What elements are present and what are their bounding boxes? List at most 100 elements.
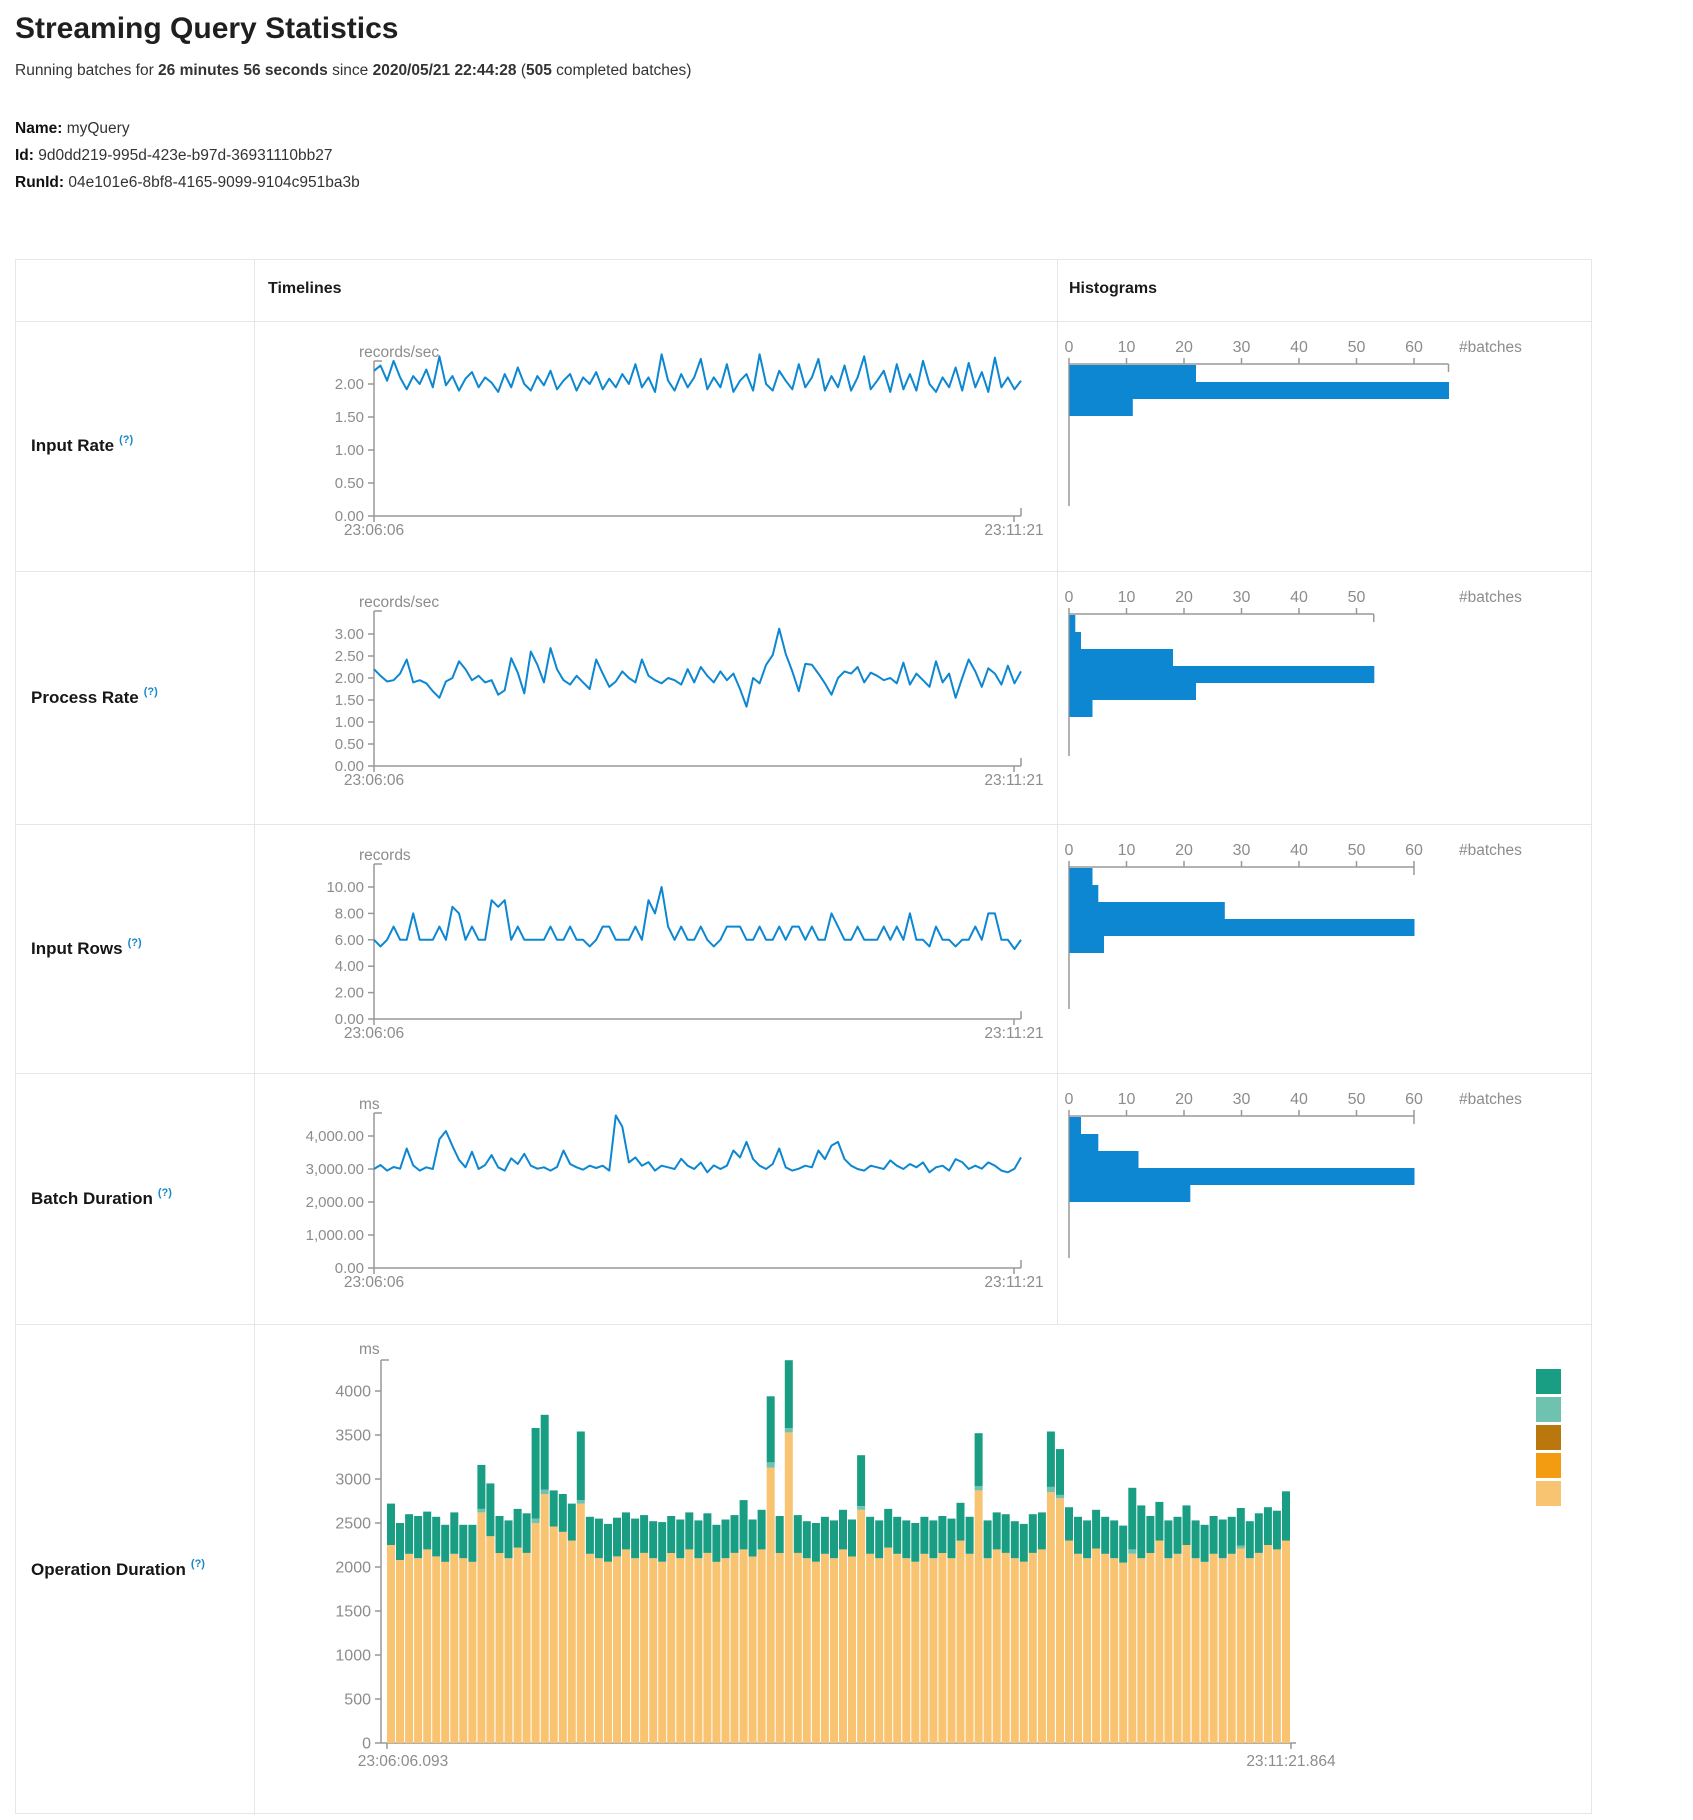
- svg-text:3500: 3500: [335, 1428, 371, 1445]
- input-rate-help-icon[interactable]: (?): [119, 434, 134, 446]
- row-label-operation-duration: Operation Duration (?): [31, 1324, 241, 1815]
- svg-text:ms: ms: [359, 1096, 380, 1113]
- svg-text:500: 500: [344, 1692, 371, 1709]
- legend-swatch-3: [1536, 1453, 1561, 1478]
- svg-text:23:11:21: 23:11:21: [984, 522, 1043, 539]
- svg-text:0.00: 0.00: [335, 758, 364, 775]
- svg-text:1.00: 1.00: [335, 442, 364, 459]
- svg-text:23:06:06: 23:06:06: [344, 522, 404, 539]
- svg-text:23:06:06: 23:06:06: [344, 772, 404, 789]
- svg-text:10: 10: [1118, 1091, 1136, 1108]
- svg-text:2.00: 2.00: [335, 985, 364, 1002]
- svg-text:records: records: [359, 847, 411, 864]
- svg-text:40: 40: [1290, 1091, 1308, 1108]
- svg-text:10: 10: [1118, 589, 1136, 606]
- svg-text:3,000.00: 3,000.00: [306, 1161, 364, 1178]
- svg-text:8.00: 8.00: [335, 905, 364, 922]
- svg-text:20: 20: [1175, 589, 1193, 606]
- completed-batches-count: 505: [525, 62, 552, 79]
- name-value: myQuery: [66, 120, 130, 137]
- svg-text:60: 60: [1405, 339, 1423, 356]
- svg-text:0.00: 0.00: [335, 508, 364, 525]
- histograms-header: Histograms: [1069, 280, 1158, 297]
- query-name-line: Name: myQuery: [15, 120, 130, 138]
- svg-text:3000: 3000: [335, 1472, 371, 1489]
- svg-text:60: 60: [1405, 1091, 1423, 1108]
- running-start-time: 2020/05/21 22:44:28: [372, 62, 517, 79]
- svg-text:1.50: 1.50: [335, 409, 364, 426]
- svg-text:1.00: 1.00: [335, 714, 364, 731]
- input-rate-histogram-chart: 0 10 20 30 40 50 60 #batches: [1065, 339, 1522, 506]
- page-title: Streaming Query Statistics: [15, 12, 399, 45]
- svg-text:23:11:21: 23:11:21: [984, 1274, 1043, 1291]
- timelines-header: Timelines: [268, 280, 342, 297]
- operation-duration-stacked-chart: ms 4000 3500 3000 2500 2000 1500 1000 500 023:06:…: [335, 1341, 1561, 1770]
- runid-label: RunId:: [15, 174, 65, 191]
- svg-text:10: 10: [1118, 842, 1136, 859]
- svg-text:40: 40: [1290, 842, 1308, 859]
- row-label-batch-duration: Batch Duration (?): [31, 1073, 241, 1324]
- column-divider-2: [1057, 260, 1058, 1324]
- svg-text:23:11:21: 23:11:21: [984, 1025, 1043, 1042]
- svg-text:#batches: #batches: [1459, 589, 1522, 606]
- svg-text:50: 50: [1348, 589, 1366, 606]
- svg-text:records/sec: records/sec: [359, 344, 439, 361]
- svg-text:0: 0: [1065, 842, 1074, 859]
- svg-text:3.00: 3.00: [335, 626, 364, 643]
- operation-duration-label: Operation Duration: [31, 1559, 186, 1579]
- input-rows-timeline-chart: records 10.00 8.00 6.00 4.00 2.00 0.0023:06:06…: [326, 847, 1043, 1042]
- query-id-line: Id: 9d0dd219-995d-423e-b97d-36931110bb27: [15, 147, 332, 165]
- row-label-input-rows: Input Rows (?): [31, 824, 241, 1073]
- svg-text:2500: 2500: [335, 1516, 371, 1533]
- batch-duration-label: Batch Duration: [31, 1188, 153, 1208]
- svg-text:10.00: 10.00: [326, 879, 364, 896]
- batch-duration-histogram-chart: 0 10 20 30 40 50 60 #batches: [1065, 1091, 1522, 1258]
- process-rate-timeline-chart: records/sec 3.00 2.50 2.00 1.50 1.00 0.50 0.002…: [335, 594, 1044, 789]
- svg-text:20: 20: [1175, 339, 1193, 356]
- svg-text:2,000.00: 2,000.00: [306, 1194, 364, 1211]
- svg-text:40: 40: [1290, 339, 1308, 356]
- id-value: 9d0dd219-995d-423e-b97d-36931110bb27: [38, 147, 333, 164]
- svg-text:0: 0: [1065, 339, 1074, 356]
- svg-text:1,000.00: 1,000.00: [306, 1227, 364, 1244]
- svg-text:2.50: 2.50: [335, 648, 364, 665]
- id-label: Id:: [15, 147, 34, 164]
- legend-swatch-1: [1536, 1397, 1561, 1422]
- row-divider-1: [16, 571, 1591, 572]
- svg-text:50: 50: [1348, 842, 1366, 859]
- query-runid-line: RunId: 04e101e6-8bf8-4165-9099-9104c951b…: [15, 174, 360, 192]
- row-divider-3: [16, 1073, 1591, 1074]
- operation-duration-help-icon[interactable]: (?): [190, 1557, 205, 1570]
- statistics-table: Timelines Histograms Input Rate (?) Proce…: [15, 259, 1592, 1815]
- svg-text:0.50: 0.50: [335, 736, 364, 753]
- input-rows-help-icon[interactable]: (?): [127, 936, 142, 949]
- running-paren: (: [516, 62, 526, 79]
- svg-text:#batches: #batches: [1459, 842, 1522, 859]
- svg-text:1.50: 1.50: [335, 692, 364, 709]
- svg-text:4000: 4000: [335, 1384, 371, 1401]
- svg-text:40: 40: [1290, 589, 1308, 606]
- svg-text:records/sec: records/sec: [359, 594, 439, 611]
- svg-text:30: 30: [1233, 1091, 1251, 1108]
- process-rate-histogram-chart: 0 10 20 30 40 50 #batches: [1065, 589, 1522, 756]
- svg-text:30: 30: [1233, 339, 1251, 356]
- batch-duration-help-icon[interactable]: (?): [157, 1186, 172, 1199]
- svg-text:0.50: 0.50: [335, 475, 364, 492]
- svg-text:30: 30: [1233, 842, 1251, 859]
- process-rate-help-icon[interactable]: (?): [143, 685, 158, 698]
- svg-text:0.00: 0.00: [335, 1260, 364, 1277]
- running-summary: Running batches for 26 minutes 56 second…: [15, 62, 691, 80]
- svg-text:23:06:06.093: 23:06:06.093: [358, 1753, 449, 1770]
- input-rows-histogram-chart: 0 10 20 30 40 50 60 #batches: [1065, 842, 1522, 1009]
- svg-text:50: 50: [1348, 1091, 1366, 1108]
- svg-text:1500: 1500: [335, 1604, 371, 1621]
- svg-text:23:06:06: 23:06:06: [344, 1025, 404, 1042]
- svg-text:2.00: 2.00: [335, 670, 364, 687]
- process-rate-label: Process Rate: [31, 687, 139, 707]
- svg-text:2.00: 2.00: [335, 376, 364, 393]
- row-label-input-rate: Input Rate (?): [31, 321, 241, 571]
- row-divider-header: [16, 321, 1591, 322]
- row-divider-2: [16, 824, 1591, 825]
